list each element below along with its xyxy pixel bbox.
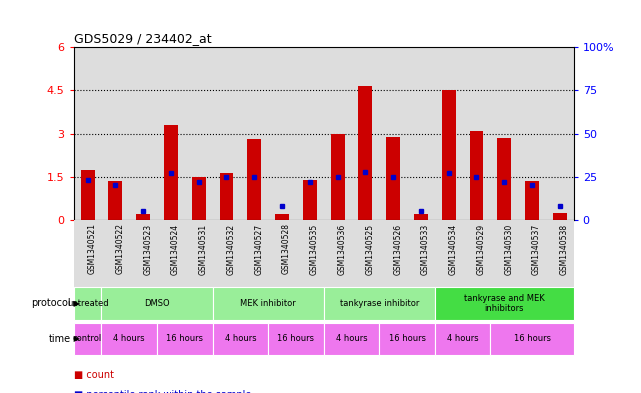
- Bar: [553, 213, 567, 220]
- FancyBboxPatch shape: [379, 323, 435, 355]
- FancyBboxPatch shape: [490, 323, 574, 355]
- Text: 16 hours: 16 hours: [166, 334, 203, 343]
- Text: GSM1340532: GSM1340532: [226, 223, 235, 275]
- Text: GSM1340536: GSM1340536: [338, 223, 347, 275]
- Bar: [442, 90, 456, 220]
- FancyBboxPatch shape: [324, 323, 379, 355]
- Text: GSM1340538: GSM1340538: [560, 223, 569, 275]
- Bar: [81, 170, 95, 220]
- Bar: [137, 214, 150, 220]
- FancyBboxPatch shape: [74, 220, 574, 287]
- Bar: [358, 86, 372, 220]
- Text: GSM1340535: GSM1340535: [310, 223, 319, 275]
- FancyBboxPatch shape: [268, 323, 324, 355]
- Text: ▶: ▶: [71, 334, 79, 343]
- FancyBboxPatch shape: [101, 287, 213, 320]
- Bar: [386, 136, 400, 220]
- Text: GSM1340528: GSM1340528: [282, 223, 291, 274]
- FancyBboxPatch shape: [213, 287, 324, 320]
- FancyBboxPatch shape: [213, 323, 268, 355]
- Text: GSM1340525: GSM1340525: [365, 223, 374, 275]
- FancyBboxPatch shape: [74, 323, 101, 355]
- Text: tankyrase inhibitor: tankyrase inhibitor: [340, 299, 419, 308]
- Bar: [108, 181, 122, 220]
- Text: GSM1340521: GSM1340521: [88, 223, 97, 274]
- FancyBboxPatch shape: [435, 323, 490, 355]
- Text: GSM1340527: GSM1340527: [254, 223, 263, 275]
- Text: untreated: untreated: [67, 299, 108, 308]
- FancyBboxPatch shape: [101, 323, 157, 355]
- Text: GSM1340531: GSM1340531: [199, 223, 208, 275]
- Text: GSM1340533: GSM1340533: [421, 223, 430, 275]
- Text: ■ percentile rank within the sample: ■ percentile rank within the sample: [74, 390, 251, 393]
- Text: GSM1340529: GSM1340529: [476, 223, 485, 275]
- Text: 4 hours: 4 hours: [336, 334, 367, 343]
- Text: MEK inhibitor: MEK inhibitor: [240, 299, 296, 308]
- Text: GSM1340526: GSM1340526: [393, 223, 402, 275]
- Text: 4 hours: 4 hours: [447, 334, 478, 343]
- Text: DMSO: DMSO: [144, 299, 170, 308]
- Text: 16 hours: 16 hours: [388, 334, 426, 343]
- FancyBboxPatch shape: [157, 323, 213, 355]
- Bar: [414, 214, 428, 220]
- Text: time: time: [48, 334, 71, 344]
- Text: GSM1340523: GSM1340523: [143, 223, 152, 275]
- FancyBboxPatch shape: [324, 287, 435, 320]
- Text: GSM1340534: GSM1340534: [449, 223, 458, 275]
- Text: GSM1340530: GSM1340530: [504, 223, 513, 275]
- FancyBboxPatch shape: [435, 287, 574, 320]
- Text: GSM1340522: GSM1340522: [115, 223, 124, 274]
- Bar: [331, 134, 345, 220]
- Text: protocol: protocol: [31, 298, 71, 309]
- Bar: [275, 214, 289, 220]
- Text: 4 hours: 4 hours: [224, 334, 256, 343]
- Text: 16 hours: 16 hours: [278, 334, 315, 343]
- Bar: [164, 125, 178, 220]
- Text: tankyrase and MEK
inhibitors: tankyrase and MEK inhibitors: [464, 294, 545, 313]
- Text: 16 hours: 16 hours: [513, 334, 551, 343]
- Bar: [303, 180, 317, 220]
- Text: GSM1340524: GSM1340524: [171, 223, 180, 275]
- Text: control: control: [73, 334, 102, 343]
- Bar: [219, 173, 233, 220]
- Bar: [497, 138, 512, 220]
- FancyBboxPatch shape: [74, 287, 101, 320]
- Text: ▶: ▶: [71, 299, 79, 308]
- Bar: [469, 131, 483, 220]
- Text: ■ count: ■ count: [74, 370, 113, 380]
- Bar: [192, 177, 206, 220]
- Text: 4 hours: 4 hours: [113, 334, 145, 343]
- Bar: [247, 140, 262, 220]
- Text: GSM1340537: GSM1340537: [532, 223, 541, 275]
- Bar: [525, 181, 539, 220]
- Text: GDS5029 / 234402_at: GDS5029 / 234402_at: [74, 31, 212, 44]
